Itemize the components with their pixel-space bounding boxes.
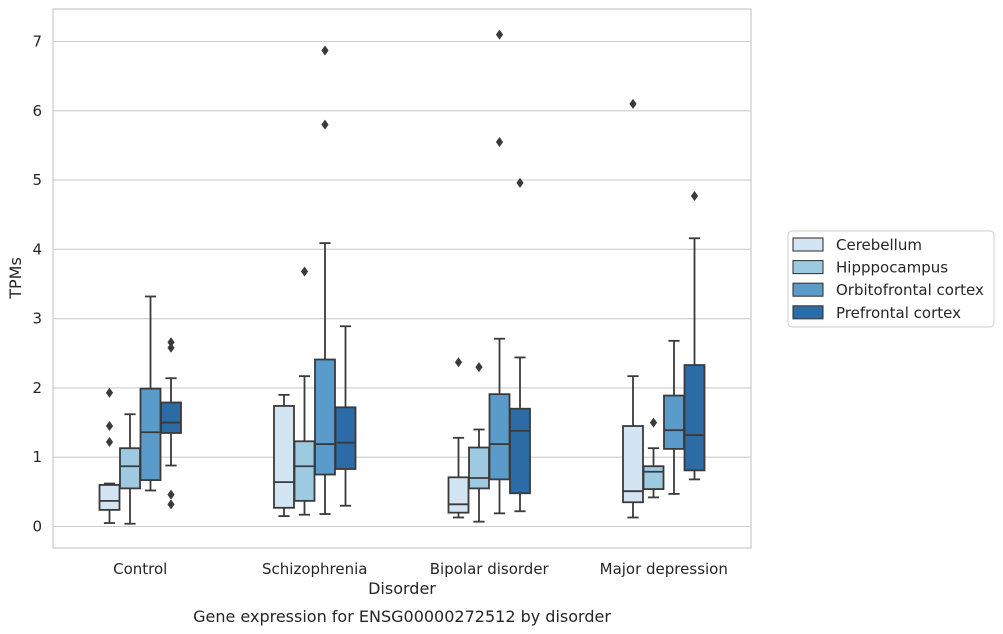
box-orbitofrontal-cortex — [488, 393, 511, 481]
outlier-point — [690, 191, 699, 202]
x-tick-label: Schizophrenia — [262, 560, 367, 578]
outlier-point — [105, 436, 114, 447]
y-tick-labels: 0 1 2 3 4 5 6 7 — [32, 33, 42, 536]
plot-frame — [52, 8, 752, 549]
y-gridlines — [53, 40, 751, 528]
box-orbitofrontal-cortex — [139, 387, 162, 481]
legend-label: Orbitofrontal cortex — [836, 281, 984, 299]
outlier-point — [300, 266, 309, 277]
legend-label: Prefrontal cortex — [836, 304, 961, 322]
outlier-point — [167, 337, 175, 348]
box-cerebellum — [447, 476, 470, 514]
y-tick-label: 1 — [32, 448, 42, 466]
y-tick-label: 6 — [32, 102, 42, 120]
outlier-point — [495, 29, 504, 40]
outlier-point — [649, 417, 658, 428]
legend-frame — [787, 230, 995, 328]
box-hipppocampus — [642, 465, 665, 490]
legend-swatch — [792, 305, 824, 320]
box-orbitofrontal-cortex — [314, 358, 336, 476]
box-cerebellum — [622, 425, 644, 504]
outlier-point — [105, 421, 114, 432]
box-cerebellum — [98, 484, 121, 511]
legend-label: Hipppocampus — [836, 259, 948, 277]
outlier-point — [516, 177, 524, 188]
box-cerebellum — [273, 405, 295, 509]
box-prefrontal-cortex — [334, 406, 357, 470]
legend-swatch — [792, 260, 824, 275]
legend-swatch — [792, 237, 824, 252]
outlier-point — [167, 499, 175, 510]
y-tick-label: 7 — [32, 33, 42, 51]
box-prefrontal-cortex — [160, 401, 182, 434]
outlier-point — [321, 45, 329, 56]
box-hipppocampus — [293, 440, 316, 502]
box-prefrontal-cortex — [509, 407, 531, 495]
y-tick-label: 3 — [32, 310, 42, 328]
legend: Cerebellum Hipppocampus Orbitofrontal cort… — [787, 230, 995, 328]
outlier-point — [321, 119, 329, 130]
x-tick-label: Major depression — [600, 560, 728, 578]
x-tick-labels: Control Schizophrenia Bipolar disorder Majo… — [113, 560, 728, 578]
y-axis-label: TPMs — [6, 257, 25, 300]
legend-swatch — [792, 282, 824, 297]
x-tick-label: Control — [113, 560, 167, 578]
box-orbitofrontal-cortex — [663, 394, 685, 450]
outlier-point — [495, 136, 504, 147]
x-tick-label: Bipolar disorder — [430, 560, 550, 578]
outlier-point — [105, 387, 114, 398]
box-hipppocampus — [468, 446, 490, 490]
legend-label: Cerebellum — [836, 236, 922, 254]
chart-caption: Gene expression for ENSG00000272512 by d… — [193, 607, 611, 626]
outlier-point — [629, 98, 637, 109]
outlier-point — [167, 489, 175, 500]
box-series — [98, 29, 706, 525]
outlier-point — [475, 362, 483, 373]
box-hipppocampus — [119, 447, 141, 490]
x-axis-label: Disorder — [368, 579, 436, 598]
y-tick-label: 4 — [32, 240, 42, 258]
y-tick-label: 0 — [32, 518, 42, 536]
outlier-point — [167, 342, 175, 353]
y-tick-label: 5 — [32, 171, 42, 189]
outlier-point — [454, 357, 463, 368]
y-tick-label: 2 — [32, 379, 42, 397]
box-prefrontal-cortex — [683, 364, 706, 472]
